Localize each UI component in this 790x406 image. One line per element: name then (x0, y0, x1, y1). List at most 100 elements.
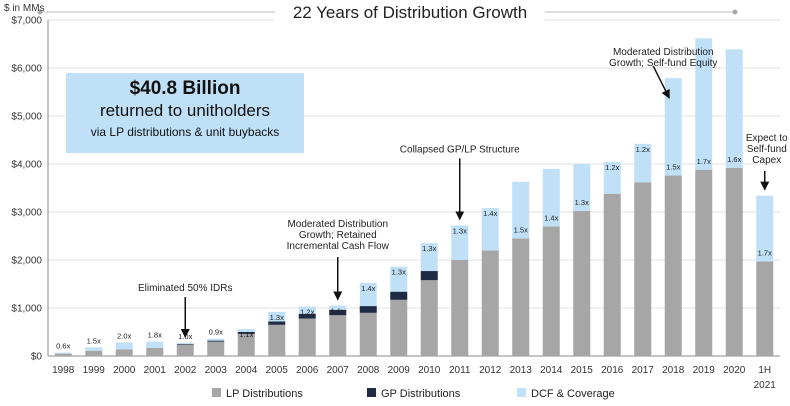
y-tick-label: $2,000 (11, 256, 42, 267)
x-tick-label: 2006 (296, 365, 319, 376)
coverage-label: 1.5x (514, 225, 528, 234)
bar-dcf-coverage (481, 208, 499, 251)
coverage-label: 1.5x (666, 163, 680, 172)
annotation-text: Expect to (746, 133, 788, 144)
bar-lp-distributions (176, 344, 194, 356)
callout-line2: returned to unitholders (99, 101, 271, 120)
x-tick-label: 2002 (174, 365, 197, 376)
bar-lp-distributions (207, 341, 225, 356)
x-tick-label: 1998 (52, 365, 75, 376)
y-tick-label: $1,000 (11, 304, 42, 315)
bar-lp-distributions (573, 211, 591, 356)
legend-label: GP Distributions (381, 388, 461, 400)
bar-lp-distributions (451, 260, 469, 356)
x-tick-label: 2017 (632, 365, 655, 376)
x-tick-label: 2019 (693, 365, 716, 376)
bar-lp-distributions (115, 349, 133, 356)
bar-dcf-coverage (573, 164, 591, 212)
x-tick-label: 2020 (723, 365, 746, 376)
coverage-label: 1.4x (483, 209, 497, 218)
bar-dcf-coverage (54, 352, 72, 354)
x-tick-label: 1999 (83, 365, 106, 376)
x-tick-label: 2000 (113, 365, 136, 376)
coverage-label: 1.4x (361, 284, 375, 293)
annotation-text: Eliminated 50% IDRs (138, 283, 232, 294)
x-tick-label: 2007 (327, 365, 350, 376)
x-tick-label: 1H (758, 365, 771, 376)
coverage-label: 2.0x (117, 332, 131, 341)
bar-lp-distributions (634, 182, 652, 356)
coverage-label: 1.3x (392, 268, 406, 277)
coverage-label: 1.6x (727, 155, 741, 164)
chart-title: 22 Years of Distribution Growth (293, 3, 527, 22)
coverage-label: 0.9x (209, 328, 223, 337)
legend-swatch (367, 388, 376, 397)
x-tick-label: 2003 (205, 365, 228, 376)
y-tick-label: $5,000 (11, 112, 42, 123)
bar-dcf-coverage (268, 311, 286, 322)
bar-gp-distributions (359, 306, 377, 313)
legend-swatch (212, 388, 221, 397)
bar-dcf-coverage (329, 305, 347, 310)
total-returned-callout: $40.8 Billion returned to unitholders vi… (66, 73, 304, 153)
coverage-label: 1.7x (697, 157, 711, 166)
bar-lp-distributions (298, 318, 316, 356)
annotation-text: Capex (752, 155, 781, 166)
annotation-text: Moderated Distribution (287, 219, 388, 230)
bar-lp-distributions (512, 238, 530, 356)
bar-gp-distributions (329, 309, 347, 316)
legend-swatch (517, 388, 526, 397)
bar-lp-distributions (237, 333, 255, 356)
annotation-text: Growth; Retained (299, 230, 377, 241)
callout-amount: $40.8 Billion (129, 78, 241, 99)
bar-lp-distributions (390, 299, 408, 356)
legend-label: DCF & Coverage (531, 388, 615, 400)
bar-dcf-coverage (695, 38, 713, 170)
y-tick-label: $7,000 (11, 16, 42, 27)
bar-dcf-coverage (146, 341, 164, 348)
coverage-label: 1.7x (758, 248, 772, 257)
x-tick-label: 2015 (571, 365, 594, 376)
bar-gp-distributions (237, 332, 255, 334)
x-tick-label: 2005 (266, 365, 289, 376)
bar-dcf-coverage (390, 266, 408, 292)
bar-lp-distributions (481, 250, 499, 356)
bar-gp-distributions (420, 271, 438, 281)
coverage-label: 1.3x (453, 226, 467, 235)
x-tick-label: 2010 (418, 365, 441, 376)
annotation-text: Collapsed GP/LP Structure (400, 144, 520, 155)
coverage-label: 1.2x (300, 308, 314, 317)
bar-gp-distributions (268, 321, 286, 325)
bar-lp-distributions (329, 315, 347, 356)
x-tick-label: 2014 (540, 365, 563, 376)
bar-dcf-coverage (756, 195, 774, 262)
bar-dcf-coverage (85, 347, 103, 351)
title-backdrop (275, 2, 545, 22)
bar-dcf-coverage (725, 49, 743, 168)
y-tick-label: $4,000 (11, 160, 42, 171)
x-tick-label: 2001 (144, 365, 167, 376)
x-tick-label: 2021 (754, 380, 777, 391)
bar-dcf-coverage (634, 143, 652, 183)
bar-dcf-coverage (237, 329, 255, 332)
bar-dcf-coverage (420, 243, 438, 272)
bar-dcf-coverage (603, 162, 621, 194)
coverage-label: 1.2x (605, 163, 619, 172)
bar-gp-distributions (390, 291, 408, 300)
bar-lp-distributions (725, 167, 743, 356)
coverage-label: 1.3x (270, 313, 284, 322)
coverage-label: 1.1x (331, 307, 345, 316)
x-tick-label: 2008 (357, 365, 380, 376)
coverage-label: 1.8x (148, 331, 162, 340)
y-tick-label: $3,000 (11, 208, 42, 219)
bar-lp-distributions (542, 226, 560, 356)
bar-lp-distributions (268, 324, 286, 356)
x-tick-label: 2012 (479, 365, 502, 376)
coverage-label: 1.1x (239, 330, 253, 339)
y-tick-label: $0 (31, 352, 43, 363)
bar-dcf-coverage (664, 78, 682, 176)
callout-line3: via LP distributions & unit buybacks (90, 125, 280, 139)
bar-dcf-coverage (451, 225, 469, 260)
bar-lp-distributions (603, 193, 621, 356)
